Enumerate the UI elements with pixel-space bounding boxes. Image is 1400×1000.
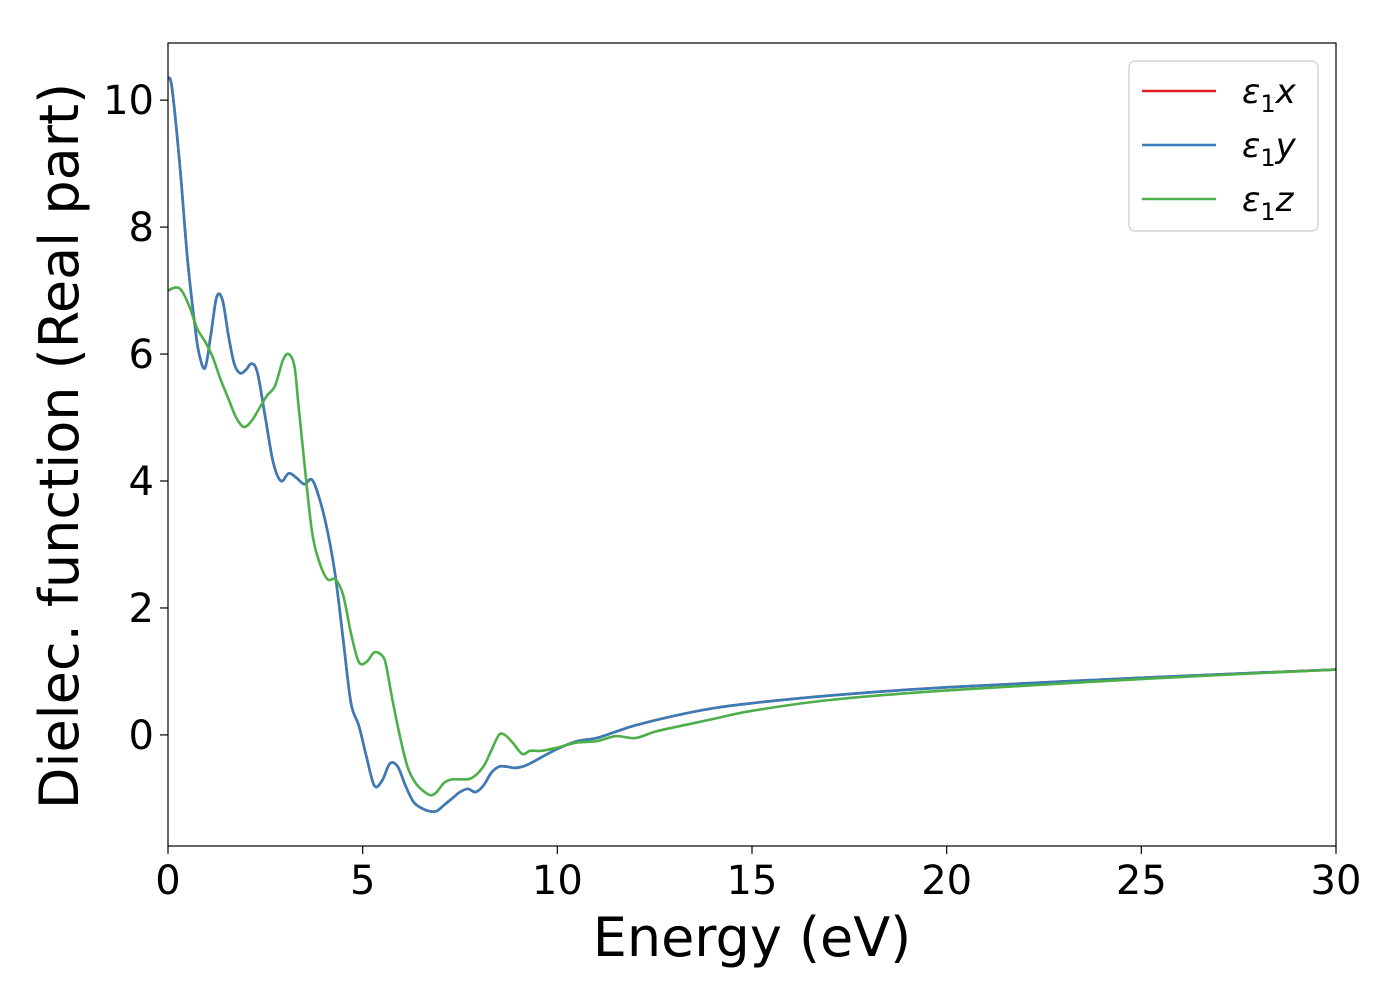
series-line-z [168, 286, 1336, 797]
x-axis-label: Energy (eV) [593, 906, 912, 969]
x-tick-label: 10 [532, 858, 583, 904]
x-tick-label: 20 [921, 858, 972, 904]
legend-entry-label: ε1z [1242, 180, 1295, 226]
y-tick-label: 0 [129, 713, 154, 759]
x-tick-label: 30 [1311, 858, 1362, 904]
x-tick-label: 0 [155, 858, 180, 904]
x-tick-label: 25 [1116, 858, 1167, 904]
legend-entry-label: ε1y [1242, 126, 1297, 172]
legend-box [1128, 60, 1319, 232]
legend: ε1x ε1y ε1z [1128, 60, 1319, 232]
y-tick-label: 8 [129, 205, 154, 251]
y-axis-label: Dielec. function (Real part) [28, 83, 91, 809]
legend-entry-label: ε1x [1242, 72, 1297, 118]
series-line-y [168, 76, 1336, 813]
y-tick-label: 2 [129, 586, 154, 632]
y-tick-label: 6 [129, 332, 154, 378]
x-tick-label: 15 [727, 858, 778, 904]
y-tick-label: 10 [103, 78, 154, 124]
x-tick-label: 5 [350, 858, 375, 904]
y-tick-label: 4 [129, 459, 154, 505]
